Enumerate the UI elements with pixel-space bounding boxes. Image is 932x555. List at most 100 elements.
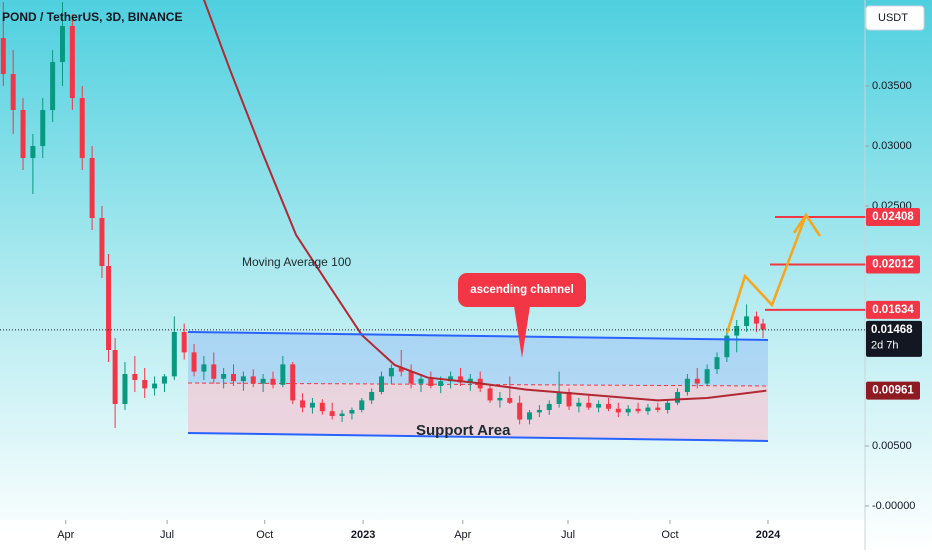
- candle-body: [418, 378, 424, 384]
- candle-body: [99, 218, 105, 266]
- candle-body: [546, 403, 552, 410]
- ma-value-box: [866, 381, 920, 400]
- candle-body: [556, 391, 562, 404]
- candle-body: [645, 407, 651, 412]
- candle-body: [655, 407, 661, 410]
- x-tick-label: Oct: [256, 529, 273, 541]
- x-axis-strip: [0, 520, 865, 550]
- level-label-box: [866, 255, 920, 274]
- candle-body: [112, 349, 118, 404]
- candle-body: [428, 378, 434, 386]
- candle-body: [744, 316, 750, 326]
- candle-body: [704, 369, 710, 384]
- candle-body: [635, 408, 641, 412]
- candle-body: [349, 409, 355, 414]
- currency-button[interactable]: USDT: [865, 5, 925, 31]
- candle-body: [457, 376, 463, 383]
- candle-body: [527, 412, 533, 420]
- candle-body: [89, 158, 95, 219]
- candle-body: [497, 397, 503, 401]
- countdown-label: 2d 7h: [871, 340, 899, 352]
- candle-body: [211, 364, 217, 379]
- x-tick-label: Apr: [57, 529, 74, 541]
- candle-body: [161, 376, 167, 384]
- candle-body: [69, 26, 75, 99]
- candle-body: [586, 402, 592, 408]
- candle-body: [50, 62, 56, 111]
- candle-body: [714, 357, 720, 370]
- candle-body: [596, 403, 602, 408]
- candle-body: [250, 376, 256, 384]
- candle-body: [122, 373, 128, 404]
- level-label: 0.01634: [872, 304, 914, 316]
- level-label-box: [866, 300, 920, 319]
- x-tick-label: 2024: [756, 529, 781, 541]
- x-tick-label: Apr: [454, 529, 471, 541]
- channel-bottom-line: [187, 432, 769, 442]
- level-label-box: [866, 208, 920, 227]
- support-label: Support Area: [416, 422, 511, 439]
- candle-body: [625, 408, 631, 413]
- x-tick-label: Jul: [160, 529, 174, 541]
- candle-body: [191, 352, 197, 372]
- candle-body: [290, 364, 296, 401]
- callout-text: ascending channel: [470, 284, 574, 296]
- candle-body: [694, 378, 700, 384]
- x-tick-label: 2023: [351, 529, 375, 541]
- y-tick-label: 0.03000: [872, 140, 912, 152]
- last-price-box: [866, 320, 922, 357]
- candle-body: [132, 373, 138, 380]
- candle-body: [379, 376, 385, 392]
- y-tick-label: 0.03500: [872, 80, 912, 92]
- candle-body: [408, 371, 414, 384]
- x-tick-label: Oct: [661, 529, 678, 541]
- candle-body: [339, 413, 345, 416]
- level-label: 0.02408: [872, 211, 914, 223]
- candle-body: [270, 378, 276, 385]
- currency-button-text[interactable]: USDT: [878, 12, 908, 24]
- candle-body: [152, 383, 158, 389]
- candle-body: [576, 402, 582, 407]
- candle-body: [615, 408, 621, 413]
- candle-body: [369, 391, 375, 401]
- candle-body: [231, 373, 237, 382]
- candle-body: [359, 400, 365, 410]
- candle-body: [753, 316, 759, 324]
- candle-body: [300, 400, 306, 408]
- ma-label: Moving Average 100: [242, 255, 352, 269]
- chart-title: POND / TetherUS, 3D, BINANCE: [2, 10, 182, 24]
- channel-lines: [187, 331, 769, 442]
- candle-body: [675, 391, 681, 403]
- callout: ascending channel: [458, 273, 586, 358]
- candle-body: [171, 331, 177, 377]
- currency-button-box[interactable]: [865, 5, 925, 31]
- candle-body: [309, 402, 315, 408]
- candle-body: [30, 146, 36, 159]
- candle-body: [734, 325, 740, 336]
- y-tick-label: -0.00000: [872, 500, 915, 512]
- candle-body: [684, 378, 690, 392]
- candle-body: [201, 364, 207, 372]
- candle-body: [605, 403, 611, 409]
- channel-upper-fill: [188, 332, 768, 386]
- candle-body: [240, 376, 246, 382]
- candle-body: [319, 402, 325, 412]
- candle-body: [280, 364, 286, 385]
- candle-body: [665, 402, 671, 410]
- callout-pointer: [514, 306, 530, 358]
- candle-body: [20, 110, 26, 159]
- candle-body: [79, 98, 85, 159]
- candle-body: [467, 378, 473, 383]
- candle-body: [760, 323, 766, 330]
- candle-body: [106, 265, 112, 350]
- candle-body: [566, 391, 572, 407]
- candle-body: [507, 397, 513, 403]
- level-label: 0.02012: [872, 259, 914, 271]
- candle-body: [438, 381, 444, 386]
- candle-body: [0, 38, 6, 75]
- candle-body: [448, 376, 454, 382]
- candle-body: [329, 411, 335, 416]
- candle-body: [388, 367, 394, 377]
- candle-body: [221, 373, 227, 379]
